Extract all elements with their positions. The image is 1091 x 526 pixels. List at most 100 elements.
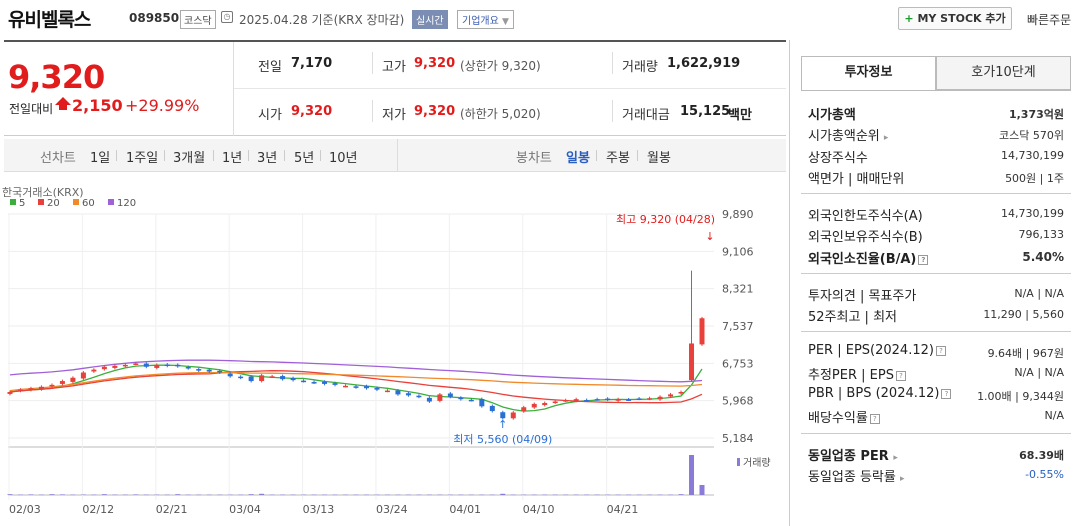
candle (343, 385, 349, 388)
volume-bar (196, 494, 202, 496)
open-value: 9,320 (291, 104, 333, 119)
realtime-button[interactable]: 실시간 (412, 10, 448, 29)
sector-per-label[interactable]: 동일업종 PER ▸ (808, 445, 898, 464)
x-tick-label: 02/03 (9, 503, 41, 516)
tab-monthly[interactable]: 월봉 (647, 151, 671, 166)
price-summary (4, 40, 786, 136)
week52-label: 52주최고 | 최저 (808, 310, 897, 325)
volume-bar (636, 494, 642, 496)
legend-swatch (10, 199, 16, 205)
candle (573, 399, 579, 401)
candle (395, 390, 401, 395)
help-icon[interactable]: ? (941, 388, 952, 399)
help-icon[interactable]: ? (935, 345, 946, 356)
divider (801, 193, 1071, 194)
volume-bar (531, 494, 537, 496)
par-value-value: 500원 | 1주 (1005, 172, 1064, 185)
candle (49, 384, 55, 387)
candle (626, 399, 632, 401)
volume-bar (521, 494, 527, 496)
open-label: 시가 (258, 108, 282, 123)
legend-label: 60 (82, 198, 95, 209)
tab-1d[interactable]: 1일 (90, 151, 111, 166)
tab-daily[interactable]: 일봉 (566, 151, 590, 166)
volume-bar (91, 494, 97, 496)
tab-5y[interactable]: 5년 (294, 151, 315, 166)
volume-bar (17, 494, 23, 496)
divider (801, 433, 1071, 434)
volume-bar (122, 494, 128, 496)
candle (59, 381, 65, 384)
quick-order-link[interactable]: 빠른주문 (1027, 13, 1072, 27)
tab-3y[interactable]: 3년 (257, 151, 278, 166)
divider (801, 331, 1071, 332)
stock-name: 유비벨록스 (8, 9, 91, 31)
help-icon[interactable]: ? (918, 254, 929, 265)
volume-bar (238, 494, 244, 496)
sector-per-text: 동일업종 PER (808, 449, 889, 464)
volume-bar (405, 494, 411, 496)
volume-bar (363, 494, 369, 496)
candle (500, 412, 506, 419)
y-tick-label: 5,968 (722, 395, 754, 408)
candle (689, 343, 695, 381)
volume-bar (322, 494, 328, 496)
volume-bar (563, 494, 569, 496)
tab-sep (164, 150, 165, 161)
candle (668, 394, 674, 397)
corp-info-dropdown[interactable]: 기업개요 ▼ (457, 10, 514, 29)
help-icon[interactable]: ? (869, 413, 880, 424)
tab-10y[interactable]: 10년 (329, 151, 358, 166)
foreign-limit-value: 14,730,199 (1001, 207, 1064, 220)
tab-orderbook-10[interactable]: 호가10단계 (936, 56, 1071, 90)
candle (468, 399, 474, 402)
tab-1w[interactable]: 1주일 (126, 151, 159, 166)
divider (233, 42, 234, 136)
candle (542, 402, 548, 406)
candle (112, 365, 118, 368)
volume-bar (80, 494, 86, 496)
market-cap-rank-label[interactable]: 시가총액순위 ▸ (808, 125, 888, 144)
opinion-value: N/A | N/A (1014, 287, 1064, 300)
volume-bar (489, 494, 495, 496)
mystock-add-button[interactable]: + MY STOCK 추가 (898, 7, 1012, 30)
candle (164, 364, 170, 366)
low-value: 9,320 (414, 104, 456, 119)
prev-label: 전일 (258, 60, 282, 75)
divider (612, 100, 613, 122)
candle (206, 369, 212, 372)
sector-rate-value: -0.55% (1025, 468, 1064, 481)
sector-rate-label[interactable]: 동일업종 등락률 ▸ (808, 466, 905, 485)
candle (384, 390, 390, 393)
diff-label: 전일대비 (9, 102, 54, 116)
divider (397, 139, 398, 172)
candle (280, 376, 286, 380)
lower-limit: (하한가 5,020) (460, 107, 541, 121)
candle (143, 363, 149, 367)
chevron-right-icon: ▸ (900, 474, 905, 484)
volume-bar (647, 494, 653, 496)
volume-bar (468, 494, 474, 496)
volume-bar (699, 485, 705, 495)
chevron-right-icon: ▸ (883, 133, 889, 143)
tab-3m[interactable]: 3개월 (173, 151, 206, 166)
tab-1y[interactable]: 1년 (222, 151, 243, 166)
divider (372, 100, 373, 122)
volume-bar (678, 494, 684, 495)
dividend-text: 배당수익률 (808, 411, 868, 426)
volume-bar (112, 494, 118, 496)
tab-investment-info[interactable]: 투자정보 (801, 56, 936, 90)
y-tick-label: 9,890 (722, 208, 754, 221)
volume-bar (259, 493, 265, 495)
volume-bar (7, 494, 13, 495)
right-panel (789, 40, 1091, 526)
chevron-down-icon: ▼ (502, 17, 509, 27)
candle (332, 383, 338, 385)
prev-value: 7,170 (291, 56, 333, 71)
max-annotation: 최고 9,320 (04/28) (616, 213, 715, 226)
pbr-bps-label: PBR | BPS (2024.12)? (808, 386, 952, 401)
help-icon[interactable]: ? (895, 370, 906, 381)
dividend-value: N/A (1044, 409, 1064, 422)
tab-weekly[interactable]: 주봉 (606, 151, 630, 166)
price-chart[interactable]: 한국거래소(KRX)5 20 60 120 9,890 9,106 8,321 7,537 6,… (0, 176, 790, 526)
